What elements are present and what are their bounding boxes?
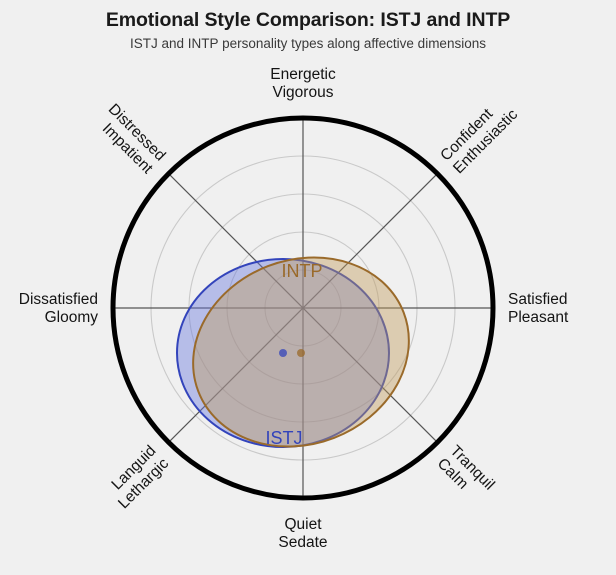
axis-label-line2: Vigorous [273,84,334,101]
axis-label-line2: Pleasant [508,309,569,326]
series-center-points [279,349,305,357]
series-labels: ISTJ INTP [265,261,322,448]
axis-label-line2: Sedate [278,534,327,551]
chart-subtitle: ISTJ and INTP personality types along af… [130,36,486,51]
axis-label-line1: Quiet [284,516,322,533]
axis-spokes [113,118,493,498]
axis-label-line2: Gloomy [45,309,99,326]
series-center-point-istj [279,349,287,357]
series-label-istj: ISTJ [265,428,302,448]
axis-label-distressed: DistressedImpatient [92,101,169,178]
series-center-point-intp [297,349,305,357]
outer-circle [110,115,496,501]
axis-label-confident: ConfidentEnthusiastic [437,93,521,177]
outer-boundary-circle [110,115,496,501]
axis-spoke [168,173,438,443]
axis-label-line1: Energetic [270,66,336,83]
axis-label-quiet: Quiet Sedate [278,516,327,551]
axis-label-dissatisfied: Dissatisfied Gloomy [19,291,98,326]
series-label-intp: INTP [281,261,322,281]
axis-label-line1: Satisfied [508,291,567,308]
axis-label-tranquil: TranquilCalm [434,442,498,506]
axis-label-line1: Dissatisfied [19,291,98,308]
axis-label-energetic: Energetic Vigorous [270,66,336,101]
axis-label-satisfied: Satisfied Pleasant [508,291,569,326]
axis-label-languid: LanguidLethargic [102,442,172,512]
chart-title: Emotional Style Comparison: ISTJ and INT… [105,9,511,31]
